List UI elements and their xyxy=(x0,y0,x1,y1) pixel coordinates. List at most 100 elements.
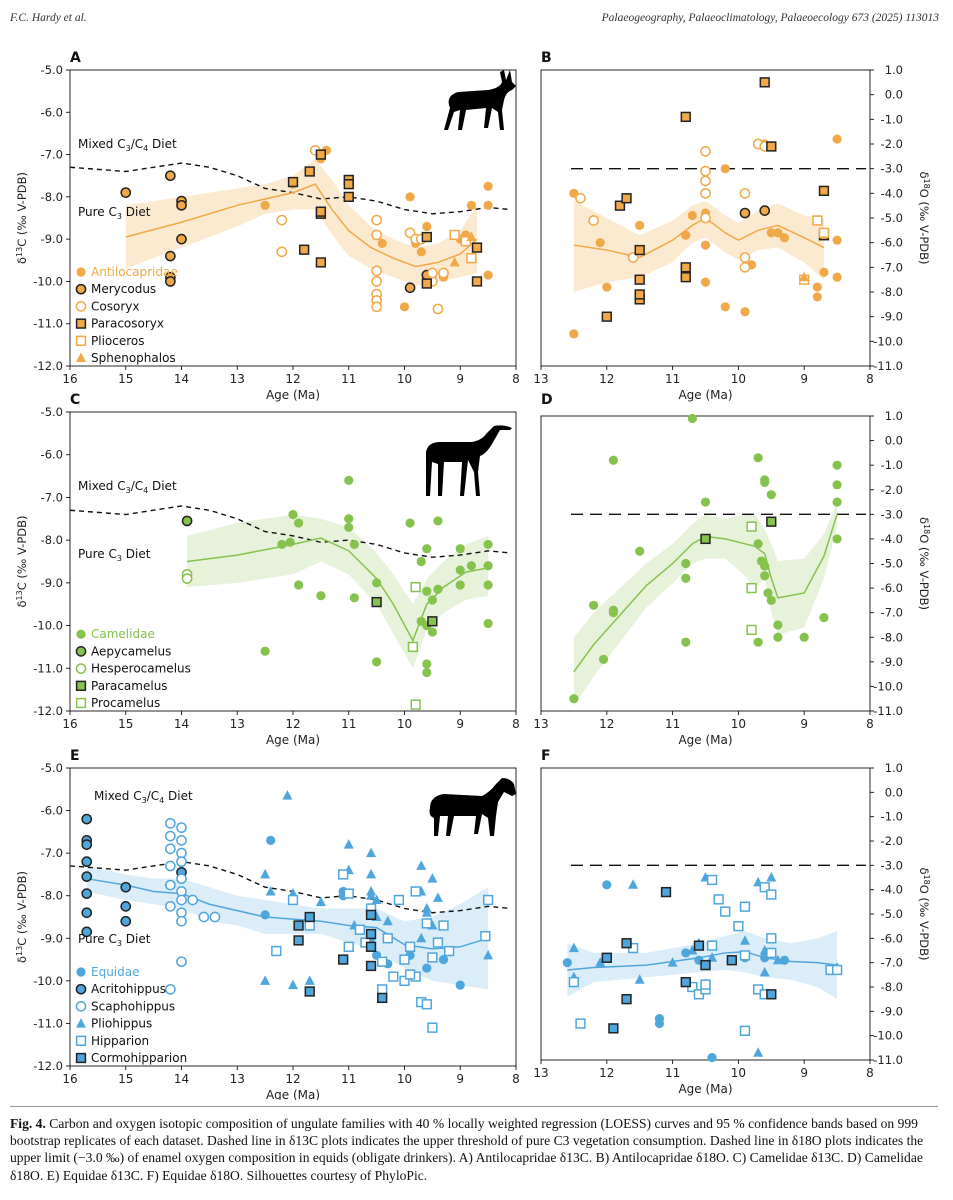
panel-e-point-scaphohippus xyxy=(176,822,187,833)
panel-f-ytick-label: -10.0 xyxy=(873,1029,903,1043)
panel-c-point-camelidae xyxy=(405,518,415,528)
panel-b-point-paracosoryx xyxy=(621,193,632,204)
panel-a-legend-label: Antilocapridae xyxy=(91,265,178,279)
panel-a-point-paracosoryx xyxy=(315,257,327,268)
panel-a-legend-label: Paracosoryx xyxy=(91,317,164,331)
panel-a-legend-item: Merycodus xyxy=(75,282,156,296)
panel-d-point-paracamelus xyxy=(766,516,777,527)
panel-e-xtick-label: 15 xyxy=(118,1072,133,1086)
panel-c-ytick-label: -7.0 xyxy=(41,490,63,504)
panel-a-legend-marker xyxy=(75,318,87,329)
panel-c-point-camelidae xyxy=(349,593,359,603)
panel-c-ylabel: δ13C (‰ V-PDB) xyxy=(15,515,29,607)
panel-f-point-equidae xyxy=(602,880,612,890)
panel-a-xtick-label: 10 xyxy=(397,372,412,386)
panel-a-ylabel: δ13C (‰ V-PDB) xyxy=(15,172,29,264)
camel-body-shape xyxy=(426,425,512,496)
panel-a-point-paracosoryx xyxy=(304,166,315,177)
panel-a-point-cosoryx xyxy=(427,267,438,279)
panel-c-point-camelidae xyxy=(344,522,354,532)
panel-f-point-pliohippus xyxy=(667,957,678,967)
panel-b-ytick-label: -8.0 xyxy=(881,285,903,299)
panel-f-ytick-label: -7.0 xyxy=(881,956,903,970)
panel-d-point-camelidae xyxy=(753,453,763,463)
panel-c-point-camelidae xyxy=(433,516,443,526)
panel-e-xlabel: Age (Ma) xyxy=(266,1088,320,1100)
panel-b-point-antilocapridae xyxy=(832,134,842,144)
panel-e-point-pliohippus xyxy=(288,979,298,990)
panel-a-point-plioceros xyxy=(449,229,460,241)
panel-e-point-acritohippus xyxy=(81,839,93,850)
panel-a-point-paracosoryx xyxy=(299,244,310,255)
panel-f-ytick-label: -4.0 xyxy=(881,883,903,897)
panel-e-point-pliohippus xyxy=(315,896,326,907)
panel-c-point-procamelus xyxy=(410,581,421,593)
panel-a-point-paracosoryx xyxy=(315,206,327,217)
panel-a-ytick-label: -9.0 xyxy=(41,232,63,246)
horse-body-shape xyxy=(429,778,516,836)
panel-e-legend-marker xyxy=(75,1001,87,1012)
panel-d-ytick-label: -6.0 xyxy=(881,581,903,595)
panel-b-xlabel: Age (Ma) xyxy=(678,388,732,402)
panel-e-point-equidae xyxy=(455,980,465,990)
panel-c-pure-diet-label: Pure C3 Diet xyxy=(78,547,151,563)
panel-e-ytick-label: -7.0 xyxy=(41,846,63,860)
panel-b-point-antilocapridae xyxy=(681,230,691,240)
panel-e-point-hipparion xyxy=(443,945,455,957)
panel-f-xlabel: Age (Ma) xyxy=(678,1082,732,1096)
panel-e-point-pliohippus xyxy=(343,839,354,849)
panel-c-legend-item: Paracamelus xyxy=(75,679,168,693)
panel-d-point-camelidae xyxy=(832,460,842,470)
panel-b-point-cosoryx xyxy=(588,215,599,226)
panel-d-point-camelidae xyxy=(773,620,783,630)
panel-b-point-antilocapridae xyxy=(720,164,730,174)
panel-c-letter: C xyxy=(70,392,80,408)
panel-e-point-scaphohippus xyxy=(198,911,210,923)
panel-f-xtick-label: 10 xyxy=(731,1066,746,1080)
panel-e-point-pliohippus xyxy=(382,915,393,926)
panel-a-legend-item: Plioceros xyxy=(75,334,145,348)
panel-e-point-hipparion xyxy=(410,886,421,897)
panel-f-ytick-label: 1.0 xyxy=(885,761,903,775)
panel-e-point-pliohippus xyxy=(421,902,432,913)
panel-f-point-pliohippus xyxy=(766,872,777,882)
panel-c-point-camelidae xyxy=(344,514,354,524)
panel-b-point-antilocapridae xyxy=(687,210,697,221)
panel-c-point-hesperocamelus xyxy=(181,573,193,584)
panel-e-point-pliohippus xyxy=(260,868,271,879)
panel-f-point-pliohippus xyxy=(753,1047,764,1057)
panel-a-legend-item: Paracosoryx xyxy=(75,317,164,331)
panel-e-legend-marker xyxy=(76,967,86,977)
panel-d-point-camelidae xyxy=(819,612,829,623)
panel-e-point-acritohippus xyxy=(81,926,93,938)
panel-e-xtick-label: 10 xyxy=(397,1072,412,1086)
panel-f-ytick-label: -11.0 xyxy=(873,1053,903,1067)
panel-c-point-camelidae xyxy=(293,580,304,590)
panel-a-point-merycodus xyxy=(165,170,176,182)
panel-d-point-camelidae xyxy=(760,477,770,487)
panel-c-point-camelidae xyxy=(260,646,270,656)
panel-c-c3-threshold-line xyxy=(69,505,511,558)
panel-e-point-acritohippus xyxy=(120,901,132,912)
panel-c-point-camelidae xyxy=(483,539,493,550)
panel-e-ytick-label: -12.0 xyxy=(33,1059,63,1073)
panel-e-xtick-label: 16 xyxy=(62,1072,77,1086)
panel-c-legend-label: Aepycamelus xyxy=(91,644,171,658)
panel-b-point-cosoryx xyxy=(700,146,711,157)
panel-d-point-camelidae xyxy=(598,654,609,664)
panel-e-confidence-band xyxy=(86,865,489,990)
panel-c-point-camelidae xyxy=(285,537,295,547)
panel-f-point-pliohippus xyxy=(759,966,770,977)
panel-a-point-merycodus xyxy=(176,233,187,245)
panel-e-point-acritohippus xyxy=(120,915,132,927)
panel-c-point-aepycamelus xyxy=(181,515,193,527)
panel-e-point-hipparion xyxy=(482,894,494,906)
panel-e-xtick-label: 8 xyxy=(512,1072,520,1086)
panel-f-point-hipparion xyxy=(739,901,751,912)
panel-f-point-pliohippus xyxy=(739,935,750,945)
panel-d-point-camelidae xyxy=(608,455,618,465)
panel-c-ytick-label: -8.0 xyxy=(41,533,63,547)
panel-e-letter: E xyxy=(70,748,80,764)
panel-a-xtick-label: 14 xyxy=(174,372,189,386)
panel-a-legend-marker xyxy=(75,335,87,346)
